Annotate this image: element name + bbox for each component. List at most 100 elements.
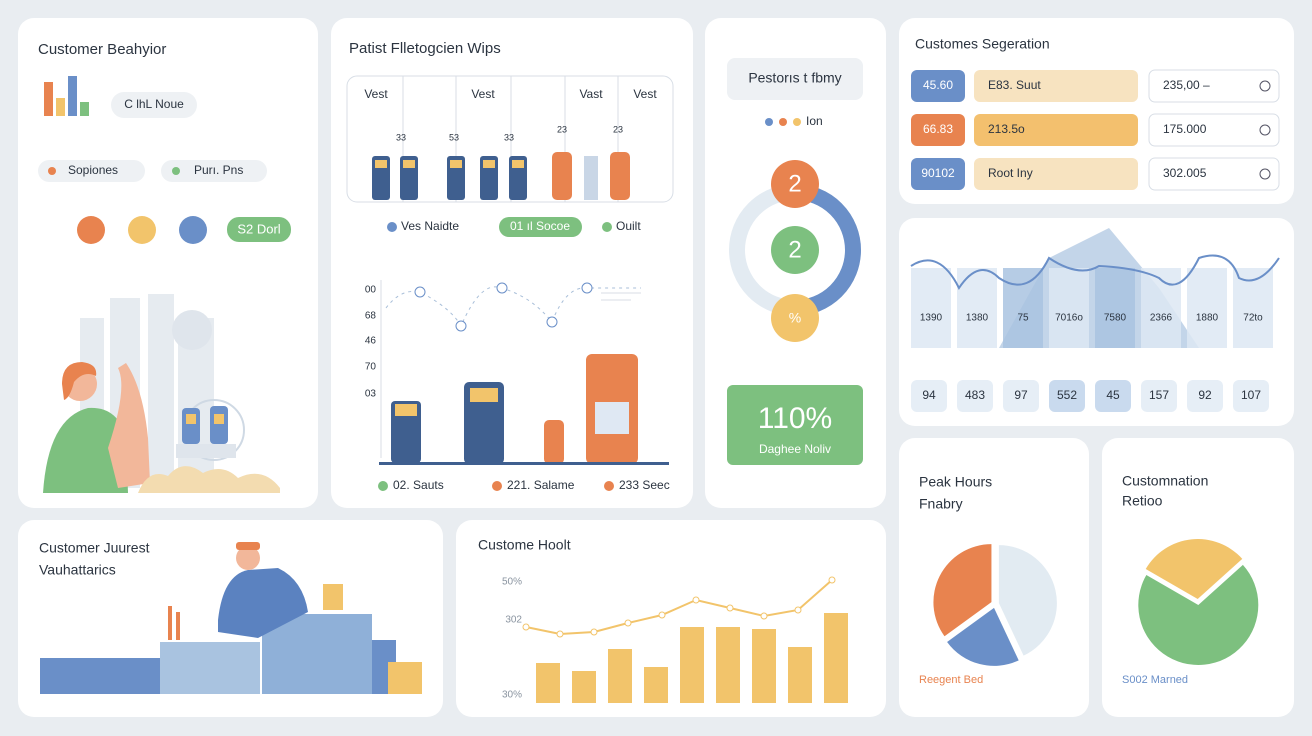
illustration-path	[385, 286, 641, 328]
segment-id-box	[911, 158, 965, 190]
journey: Customer Juurest Vauhattarics	[39, 540, 422, 694]
illustration-rect	[210, 406, 228, 444]
legend-text: Ves Naidte	[401, 219, 459, 233]
illustration-rect	[56, 98, 65, 116]
patist: Patist Flletogcien Wips Vest Vest Vast V…	[346, 40, 674, 492]
legend-text: Ouilt	[616, 219, 641, 233]
illustration-circle	[172, 310, 212, 350]
illustration-g	[414, 282, 593, 332]
y-label: 302	[505, 615, 522, 626]
kpi: 110%	[758, 402, 833, 435]
illustration-circle	[779, 118, 787, 126]
summary-title: Pestorıs t fbmy	[748, 70, 841, 86]
step: 2	[788, 236, 801, 263]
bar	[608, 649, 632, 703]
y-label: 68	[365, 311, 377, 322]
segment-name-box	[974, 114, 1138, 146]
trend: 1390 94 1380 483 75 97 7016o 552 7580 45 2366 157 18…	[910, 228, 1280, 412]
panel-title: Custome Hoolt	[478, 537, 571, 553]
illustration-circle	[496, 282, 508, 294]
segment-value-box	[1148, 69, 1280, 103]
trend-panel: 1390 94 1380 483 75 97 7016o 552 7580 45 2366 157 18…	[899, 218, 1294, 426]
legend-text: 01 ıl Socoe	[510, 219, 570, 233]
column-label: Vest	[471, 87, 495, 101]
illustration-circle	[602, 222, 612, 232]
illustration-path	[108, 363, 150, 488]
illustration-rect	[186, 414, 196, 424]
legend-text: Ion	[806, 114, 823, 128]
step: 2	[788, 170, 801, 197]
segmentation-panel: Customes Segeration 45.60 E83. Suut 235,00…	[899, 18, 1294, 204]
trend-value: 45	[1106, 388, 1120, 402]
y-label: 03	[365, 389, 377, 400]
illustration-circle	[48, 167, 56, 175]
trend-column-label: 75	[1017, 313, 1029, 324]
illustration-circle	[77, 216, 105, 244]
illustration-rect	[403, 160, 415, 168]
segment-id-box	[911, 114, 965, 146]
trend-line	[910, 254, 1280, 290]
illustration-g	[601, 292, 641, 301]
illustration-path	[218, 568, 308, 638]
trend-column-label: 7580	[1104, 313, 1127, 324]
illustration-circle	[604, 481, 614, 491]
column-label: Vest	[364, 87, 388, 101]
journey-panel: Customer Juurest Vauhattarics	[18, 520, 443, 717]
illustration-rect	[44, 82, 53, 116]
segmentation: Customes Segeration 45.60 E83. Suut 235,00…	[911, 36, 1280, 191]
trend-column-label: 7016o	[1055, 313, 1083, 324]
illustration-circle	[378, 481, 388, 491]
illustration-circle	[793, 118, 801, 126]
customer-behavior: Customer Beahyior C lhL Noue Sopiones Pu…	[38, 41, 291, 493]
illustration-circle	[387, 222, 397, 232]
status-pill	[227, 217, 291, 242]
segment-value: 235,00 –	[1163, 78, 1210, 92]
segment-value: 302.005	[1163, 166, 1207, 180]
illustration-circle	[236, 546, 260, 570]
illustration-circle	[771, 160, 819, 208]
panel-title: Customer Juurest	[39, 540, 150, 556]
line-point	[522, 623, 530, 631]
panel-title: Customer Beahyior	[38, 41, 166, 58]
panel-title: Fnabry	[919, 496, 963, 512]
segment-id: 45.60	[923, 78, 953, 92]
badge	[111, 92, 197, 118]
line	[525, 579, 833, 636]
panel-title: Customes Segeration	[915, 36, 1050, 52]
bar	[716, 627, 740, 703]
bar	[824, 613, 848, 703]
illustration-rect	[80, 102, 89, 116]
illustration-circle	[771, 226, 819, 274]
trend-column-label: 2366	[1150, 313, 1173, 324]
illustration-path	[62, 362, 97, 400]
line-point	[828, 576, 836, 584]
trend-column	[1095, 268, 1135, 348]
summary-panel: Pestorıs t fbmy Ion 2 2 % 110% Daghee No…	[705, 18, 886, 508]
badge-text: C lhL Noue	[124, 97, 184, 111]
panel-title: Vauhattarics	[39, 562, 116, 578]
bar	[788, 647, 812, 703]
illustration-rect	[470, 388, 498, 402]
pill	[161, 160, 267, 182]
illustration-rect	[168, 606, 172, 640]
pie-slice	[1138, 564, 1259, 665]
illustration-circle	[765, 118, 773, 126]
trend-value: 97	[1014, 388, 1028, 402]
pie-caption: S002 Marned	[1122, 674, 1188, 686]
trend-column	[1049, 268, 1089, 348]
trend-value: 107	[1241, 388, 1261, 402]
line-point	[658, 611, 666, 619]
bar	[680, 627, 704, 703]
trend-value: 483	[965, 388, 985, 402]
illustration-circle	[492, 481, 502, 491]
segment-value: 175.000	[1163, 122, 1207, 136]
illustration-rect	[391, 401, 421, 463]
trend-value-box	[1187, 380, 1223, 412]
trend-value-box	[1141, 380, 1177, 412]
legend-text: 233 Seec	[619, 478, 670, 492]
hoolt: Custome Hoolt 50% 302 30%	[478, 537, 848, 703]
segment-name: 213.5o	[988, 122, 1025, 136]
trend-value: 552	[1057, 388, 1077, 402]
column-label: Vast	[579, 87, 603, 101]
